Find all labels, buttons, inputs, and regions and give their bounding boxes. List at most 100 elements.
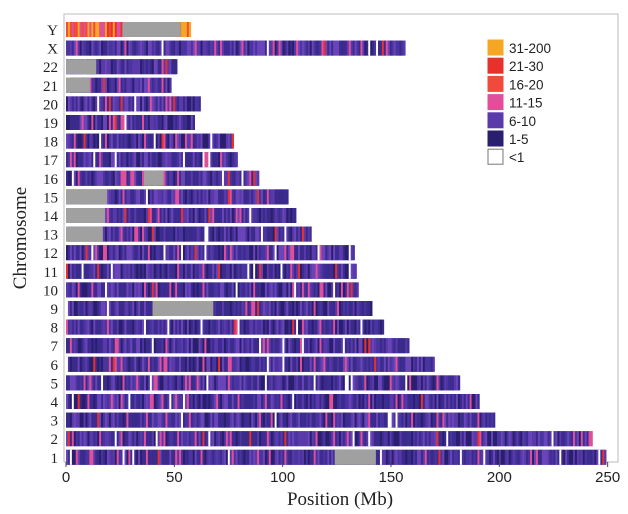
chromosome-row-8 bbox=[66, 319, 385, 335]
density-stripe bbox=[284, 319, 287, 335]
density-stripe bbox=[120, 77, 123, 93]
density-stripe bbox=[105, 375, 108, 391]
density-stripe bbox=[112, 133, 116, 149]
density-stripe bbox=[147, 208, 151, 223]
density-stripe bbox=[66, 282, 69, 298]
density-stripe bbox=[210, 170, 213, 186]
density-stripe bbox=[73, 133, 77, 149]
density-stripe bbox=[192, 282, 195, 298]
density-stripe bbox=[106, 77, 110, 93]
density-stripe bbox=[216, 449, 219, 465]
density-stripe bbox=[340, 319, 344, 335]
density-stripe bbox=[309, 431, 312, 447]
density-stripe bbox=[337, 319, 340, 335]
density-stripe bbox=[159, 96, 162, 112]
density-stripe bbox=[372, 319, 375, 335]
density-stripe bbox=[545, 449, 548, 465]
density-stripe bbox=[204, 412, 207, 428]
density-stripe bbox=[99, 338, 102, 354]
density-stripe bbox=[134, 282, 137, 298]
density-stripe bbox=[284, 449, 287, 465]
density-stripe bbox=[105, 22, 108, 37]
density-stripe bbox=[508, 431, 511, 447]
density-stripe bbox=[436, 449, 439, 465]
density-stripe bbox=[235, 394, 238, 409]
density-stripe bbox=[280, 338, 283, 354]
density-stripe bbox=[333, 245, 336, 261]
density-stripe bbox=[272, 40, 275, 56]
density-stripe bbox=[253, 170, 256, 186]
density-stripe bbox=[81, 133, 84, 149]
density-stripe bbox=[87, 449, 90, 465]
density-stripe bbox=[481, 412, 484, 428]
density-stripe bbox=[434, 375, 437, 391]
density-stripe bbox=[278, 394, 281, 409]
density-stripe bbox=[181, 22, 184, 37]
density-stripe bbox=[155, 375, 158, 391]
density-stripe bbox=[97, 77, 100, 93]
density-stripe bbox=[292, 412, 295, 428]
density-stripe bbox=[393, 40, 396, 56]
x-tick-label: 100 bbox=[270, 469, 295, 486]
density-stripe bbox=[110, 170, 114, 186]
density-stripe bbox=[323, 375, 326, 391]
chromosome-row-18 bbox=[66, 133, 234, 149]
density-stripe bbox=[157, 208, 160, 223]
x-tick-label: 250 bbox=[595, 469, 620, 486]
density-stripe bbox=[444, 431, 447, 447]
density-stripe bbox=[128, 263, 131, 279]
density-stripe bbox=[288, 40, 291, 56]
density-stripe bbox=[165, 394, 168, 409]
density-stripe bbox=[227, 449, 231, 465]
density-stripe bbox=[153, 208, 156, 223]
density-stripe bbox=[342, 319, 346, 335]
density-stripe bbox=[97, 394, 100, 409]
density-stripe bbox=[116, 431, 119, 447]
density-stripe bbox=[212, 170, 215, 186]
density-stripe bbox=[378, 394, 381, 409]
density-stripe bbox=[284, 394, 287, 409]
density-stripe bbox=[259, 208, 262, 223]
density-stripe bbox=[237, 356, 240, 372]
density-stripe bbox=[67, 301, 71, 316]
density-stripe bbox=[69, 449, 73, 465]
density-stripe bbox=[286, 412, 289, 428]
density-stripe bbox=[181, 263, 184, 279]
density-stripe bbox=[214, 226, 217, 242]
density-stripe bbox=[184, 282, 188, 298]
density-stripe bbox=[376, 319, 379, 335]
density-stripe bbox=[87, 263, 90, 279]
density-stripe bbox=[108, 40, 112, 56]
density-stripe bbox=[329, 449, 332, 465]
density-stripe bbox=[89, 282, 92, 298]
density-stripe bbox=[227, 133, 231, 149]
density-stripe bbox=[192, 115, 195, 130]
density-stripe bbox=[321, 375, 324, 391]
density-stripe bbox=[181, 356, 184, 372]
density-stripe bbox=[379, 449, 383, 465]
density-stripe bbox=[417, 449, 420, 465]
density-stripe bbox=[136, 115, 139, 130]
density-stripe bbox=[296, 226, 299, 242]
density-stripe bbox=[179, 152, 182, 168]
density-stripe bbox=[130, 133, 133, 149]
density-stripe bbox=[249, 431, 252, 447]
density-stripe bbox=[268, 40, 272, 56]
density-stripe bbox=[151, 133, 155, 149]
density-stripe bbox=[108, 77, 112, 93]
density-stripe bbox=[344, 431, 348, 447]
density-stripe bbox=[249, 226, 252, 242]
density-stripe bbox=[300, 245, 303, 261]
density-stripe bbox=[151, 338, 155, 354]
density-stripe bbox=[307, 245, 311, 261]
density-stripe bbox=[142, 40, 145, 56]
density-stripe bbox=[235, 301, 238, 316]
density-stripe bbox=[190, 338, 194, 354]
density-stripe bbox=[190, 96, 194, 112]
density-stripe bbox=[309, 356, 312, 372]
density-stripe bbox=[317, 431, 320, 447]
density-stripe bbox=[153, 356, 156, 372]
density-stripe bbox=[132, 115, 135, 130]
density-stripe bbox=[122, 96, 125, 112]
density-stripe bbox=[124, 152, 127, 168]
